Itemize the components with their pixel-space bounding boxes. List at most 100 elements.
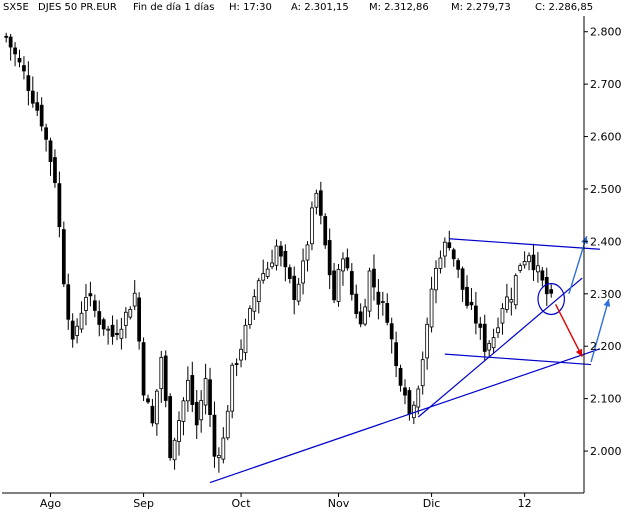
- candle-body: [447, 242, 452, 249]
- candle-body: [212, 414, 217, 457]
- candle-body: [416, 388, 421, 408]
- candle-body: [367, 270, 372, 312]
- candle-body: [221, 437, 226, 460]
- arrow-head: [575, 348, 583, 357]
- candle-body: [354, 293, 359, 314]
- candle-body: [128, 309, 133, 318]
- arrow-head: [581, 236, 588, 245]
- candle-body: [349, 271, 354, 295]
- candle-body: [150, 405, 155, 424]
- candle-body: [115, 332, 119, 336]
- header-high: M: 2.312,86: [369, 2, 429, 13]
- candle-body: [66, 284, 71, 320]
- candle-body: [4, 35, 9, 38]
- candle-body: [509, 299, 514, 303]
- candle-body: [283, 250, 288, 268]
- candle-body: [336, 268, 341, 302]
- candle-body: [168, 396, 173, 459]
- candle-body: [292, 275, 297, 300]
- candle-body: [323, 216, 328, 246]
- candle-body: [549, 289, 554, 294]
- header-open: A: 2.301,15: [291, 2, 349, 13]
- candle-body: [194, 402, 199, 426]
- candle-body: [314, 192, 319, 208]
- candle-body: [88, 293, 93, 297]
- y-tick-label: 2.300: [590, 288, 622, 301]
- candle-body: [505, 296, 509, 310]
- down-arrow: [555, 303, 583, 358]
- x-tick-label: Ago: [40, 497, 62, 510]
- x-tick-label: Nov: [328, 497, 350, 510]
- candle-body: [305, 244, 310, 261]
- candle-body: [208, 379, 212, 415]
- candle-body: [132, 292, 137, 307]
- candle-body: [531, 254, 536, 271]
- candle-body: [274, 245, 279, 266]
- candle-body: [513, 275, 518, 306]
- candle-body: [522, 261, 527, 266]
- candle-body: [279, 245, 283, 257]
- candle-body: [225, 410, 230, 439]
- arrow-head: [603, 299, 611, 307]
- trendline: [449, 238, 600, 250]
- candle-body: [186, 379, 190, 402]
- candle-body: [230, 364, 235, 412]
- candle-body: [48, 140, 53, 163]
- candle-body: [296, 283, 301, 302]
- candle-body: [137, 297, 142, 342]
- candle-body: [79, 312, 84, 330]
- candle-body: [363, 306, 367, 325]
- candle-body: [26, 75, 31, 91]
- header-close: C: 2.286,85: [535, 2, 593, 13]
- candle-body: [172, 439, 177, 461]
- candle-body: [518, 265, 523, 271]
- candle-body: [97, 311, 102, 325]
- header-symbol: SX5E: [3, 2, 29, 13]
- candle-body: [106, 328, 110, 331]
- x-tick-label: 12: [518, 497, 532, 510]
- up-arrow: [590, 298, 610, 363]
- drawing-overlay: [209, 235, 611, 484]
- candle-body: [123, 311, 128, 326]
- plot-area: [4, 32, 554, 473]
- candle-body: [429, 288, 434, 328]
- candle-body: [163, 355, 168, 401]
- candle-body: [318, 190, 323, 216]
- candle-body: [332, 270, 336, 301]
- x-tick-label: Oct: [232, 497, 252, 510]
- candle-body: [456, 260, 461, 270]
- candle-body: [474, 305, 478, 324]
- candle-body: [8, 36, 13, 48]
- candle-body: [92, 300, 97, 311]
- candle-body: [341, 258, 345, 272]
- y-tick-label: 2.100: [590, 393, 622, 406]
- y-axis: 2.000 2.100 2.200 2.300 2.400 2.500 2.600 2.700…: [583, 16, 622, 493]
- candle-body: [265, 268, 270, 277]
- candle-body: [310, 207, 314, 245]
- candle-body: [217, 455, 221, 459]
- header-low: M: 2.279,73: [451, 2, 511, 13]
- candle-body: [434, 268, 438, 291]
- highlight-circle: [537, 283, 566, 316]
- candle-body: [234, 363, 239, 365]
- candle-body: [57, 183, 62, 228]
- candle-body: [358, 311, 363, 325]
- y-tick-label: 2.600: [590, 131, 622, 144]
- candle-body: [407, 390, 412, 415]
- candle-body: [159, 357, 164, 390]
- candle-body: [398, 367, 403, 386]
- candle-body: [425, 323, 430, 359]
- candle-body: [376, 291, 381, 305]
- candle-body: [101, 319, 106, 330]
- candle-body: [17, 57, 22, 63]
- candle-body: [287, 267, 292, 279]
- candle-body: [190, 375, 195, 405]
- candle-body: [261, 273, 266, 281]
- candle-body: [248, 308, 252, 325]
- candle-body: [177, 420, 181, 442]
- chart-header: SX5E DJES 50 PR.EUR Fin de día 1 días H:…: [3, 1, 593, 13]
- candle-body: [35, 102, 40, 111]
- y-tick-label: 2.000: [590, 445, 622, 458]
